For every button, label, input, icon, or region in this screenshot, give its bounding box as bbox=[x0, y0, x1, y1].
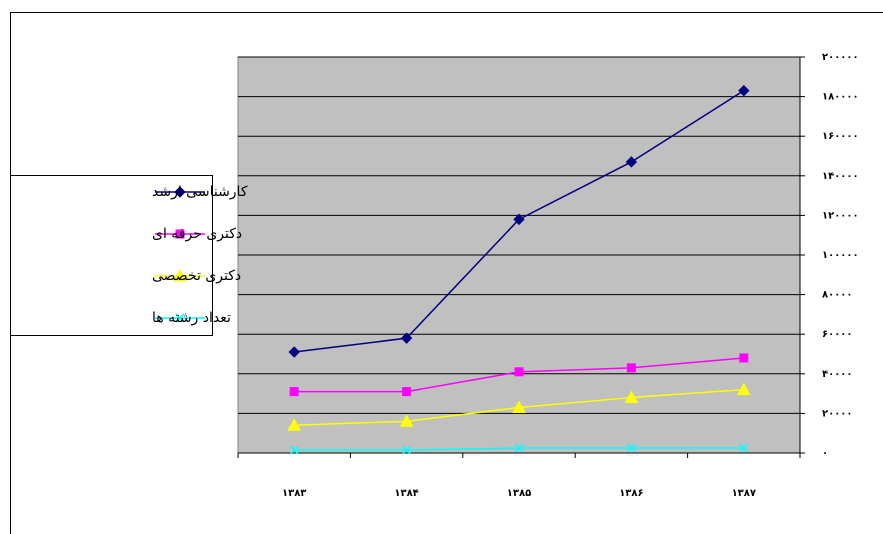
y-tick-label: ۴۰۰۰۰ bbox=[822, 369, 853, 380]
marker bbox=[739, 443, 749, 453]
marker bbox=[175, 313, 185, 323]
marker bbox=[288, 346, 300, 358]
y-tick-label: ۸۰۰۰۰ bbox=[822, 290, 853, 301]
marker bbox=[174, 186, 186, 198]
legend-box bbox=[10, 175, 213, 336]
marker bbox=[400, 332, 413, 344]
y-tick-label: ۰ bbox=[822, 448, 828, 459]
marker bbox=[626, 443, 636, 453]
marker bbox=[173, 268, 187, 282]
marker bbox=[514, 367, 524, 377]
legend-label: تعداد رشته ها bbox=[152, 310, 231, 326]
y-tick-label: ۶۰۰۰۰ bbox=[822, 329, 853, 340]
marker bbox=[514, 443, 524, 453]
marker bbox=[625, 156, 638, 168]
y-tick-label: ۱۰۰۰۰۰ bbox=[822, 250, 859, 261]
x-tick-label: ۱۳۸۵ bbox=[507, 488, 531, 499]
y-tick-label: ۲۰۰۰۰ bbox=[822, 408, 853, 419]
y-tick-label: ۲۰۰۰۰۰ bbox=[822, 52, 859, 63]
marker bbox=[399, 414, 414, 427]
marker bbox=[402, 445, 412, 455]
x-tick-label: ۱۳۸۳ bbox=[282, 488, 306, 499]
marker bbox=[736, 382, 751, 396]
marker bbox=[175, 229, 185, 239]
marker bbox=[289, 445, 299, 455]
legend-label: کارشناسی ارشد bbox=[152, 184, 248, 200]
legend-label: دکتری تخصصی bbox=[152, 268, 241, 284]
marker bbox=[402, 387, 412, 397]
marker bbox=[738, 84, 750, 97]
legend-label: دکتری حرفه ای bbox=[152, 226, 242, 242]
y-tick-label: ۱۸۰۰۰۰ bbox=[822, 92, 859, 103]
y-tick-label: ۱۲۰۰۰۰ bbox=[822, 210, 859, 221]
marker bbox=[287, 418, 302, 431]
marker bbox=[739, 353, 749, 363]
marker bbox=[289, 387, 299, 397]
x-tick-label: ۱۳۸۶ bbox=[619, 488, 643, 499]
y-tick-label: ۱۶۰۰۰۰ bbox=[822, 131, 859, 142]
marker bbox=[512, 400, 526, 413]
marker bbox=[513, 213, 525, 226]
y-tick-label: ۱۴۰۰۰۰ bbox=[822, 171, 859, 182]
x-tick-label: ۱۳۸۴ bbox=[394, 488, 418, 499]
x-tick-label: ۱۳۸۷ bbox=[732, 488, 756, 499]
marker bbox=[626, 363, 636, 373]
marker bbox=[624, 390, 639, 404]
